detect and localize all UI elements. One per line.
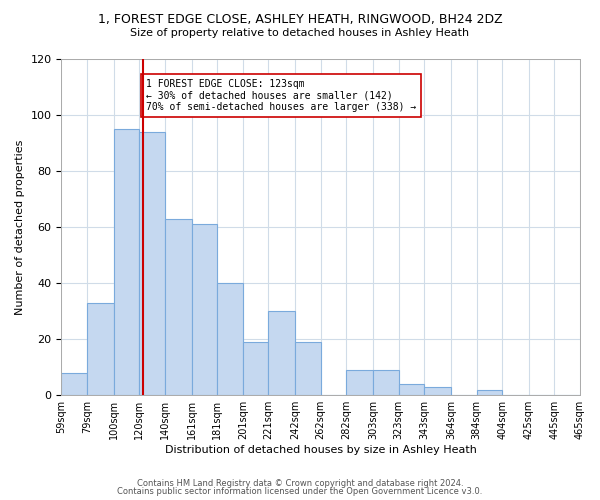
Text: Contains HM Land Registry data © Crown copyright and database right 2024.: Contains HM Land Registry data © Crown c…	[137, 478, 463, 488]
X-axis label: Distribution of detached houses by size in Ashley Heath: Distribution of detached houses by size …	[165, 445, 476, 455]
Text: Size of property relative to detached houses in Ashley Heath: Size of property relative to detached ho…	[130, 28, 470, 38]
Text: Contains public sector information licensed under the Open Government Licence v3: Contains public sector information licen…	[118, 487, 482, 496]
Bar	[373, 370, 398, 395]
Bar	[424, 387, 451, 395]
Bar	[165, 218, 191, 395]
Bar	[61, 373, 87, 395]
Bar	[114, 129, 139, 395]
Bar	[243, 342, 268, 395]
Bar	[87, 303, 114, 395]
Y-axis label: Number of detached properties: Number of detached properties	[15, 140, 25, 315]
Bar	[398, 384, 424, 395]
Text: 1 FOREST EDGE CLOSE: 123sqm
← 30% of detached houses are smaller (142)
70% of se: 1 FOREST EDGE CLOSE: 123sqm ← 30% of det…	[146, 78, 416, 112]
Bar	[346, 370, 373, 395]
Bar	[139, 132, 165, 395]
Text: 1, FOREST EDGE CLOSE, ASHLEY HEATH, RINGWOOD, BH24 2DZ: 1, FOREST EDGE CLOSE, ASHLEY HEATH, RING…	[98, 12, 502, 26]
Bar	[295, 342, 321, 395]
Bar	[476, 390, 502, 395]
Bar	[217, 283, 243, 395]
Bar	[268, 311, 295, 395]
Bar	[191, 224, 217, 395]
